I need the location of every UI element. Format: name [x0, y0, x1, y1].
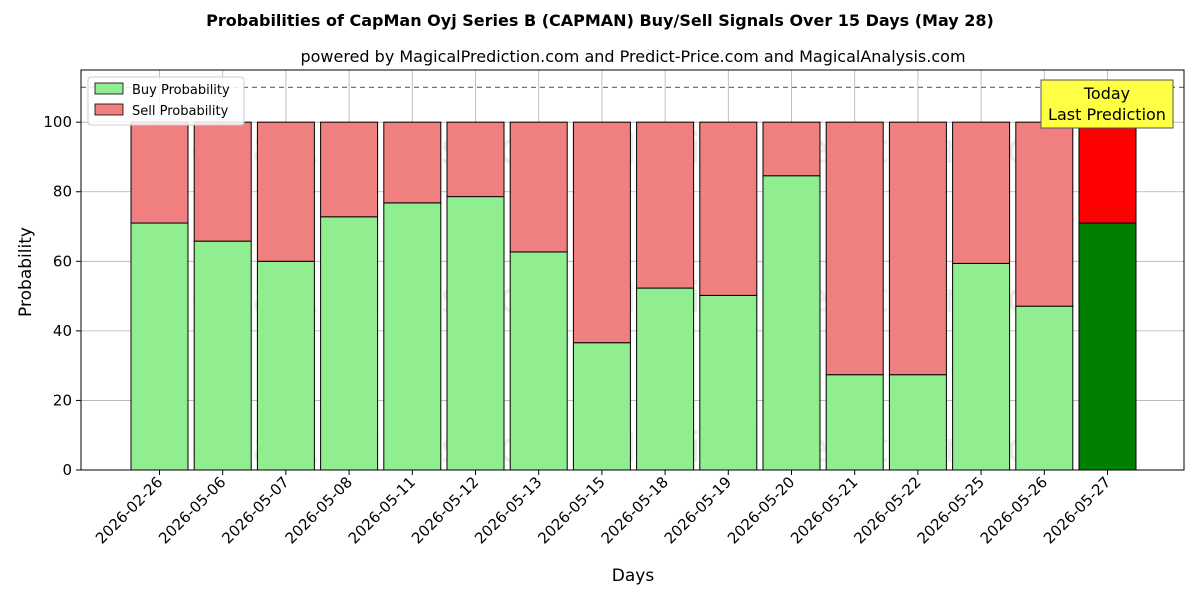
buy-bar — [1078, 222, 1137, 471]
buy-bar — [825, 374, 884, 471]
buy-bar — [1015, 305, 1074, 471]
sell-bar — [762, 121, 821, 177]
sell-bar — [825, 121, 884, 376]
today-box — [1040, 79, 1174, 129]
sell-bar — [1078, 121, 1137, 224]
x-tick-label: 2026-05-25 — [914, 473, 988, 547]
plot-frame — [80, 69, 1185, 471]
legend-buy-swatch — [94, 82, 124, 95]
sell-bar — [952, 121, 1011, 264]
last-prediction-label: Last Prediction — [1048, 105, 1166, 124]
sell-bar — [1015, 121, 1074, 307]
buy-bar — [509, 251, 568, 471]
today-label: Today — [1083, 84, 1130, 103]
buy-bar — [699, 294, 758, 471]
buy-bar — [130, 222, 189, 471]
y-tick-label: 20 — [53, 391, 72, 409]
buy-bar — [256, 260, 315, 471]
buy-bar — [446, 196, 505, 471]
legend-sell-label: Sell Probability — [132, 104, 229, 119]
sell-bar — [383, 121, 442, 204]
buy-bar — [383, 202, 442, 471]
buy-bar — [320, 216, 379, 471]
x-tick-label: 2026-02-26 — [92, 473, 166, 547]
sell-bar — [130, 121, 189, 224]
sell-bar — [320, 121, 379, 218]
chart-title: Probabilities of CapMan Oyj Series B (CA… — [206, 11, 994, 30]
sell-bar — [699, 121, 758, 296]
x-tick-label: 2026-05-22 — [850, 473, 924, 547]
x-tick-label: 2026-05-19 — [661, 473, 735, 547]
x-tick-label: 2026-05-08 — [282, 473, 356, 547]
sell-bar — [636, 121, 695, 289]
x-tick-label: 2026-05-13 — [471, 473, 545, 547]
buy-bar — [572, 342, 631, 471]
buy-bar — [952, 262, 1011, 471]
buy-bar — [888, 374, 947, 471]
x-tick-label: 2026-05-18 — [598, 473, 672, 547]
x-tick-label: 2026-05-15 — [534, 473, 608, 547]
sell-bar — [256, 121, 315, 262]
bars — [130, 121, 1137, 471]
y-tick-label: 100 — [43, 113, 72, 131]
x-tick-label: 2026-05-11 — [345, 473, 419, 547]
x-tick-label: 2026-05-12 — [408, 473, 482, 547]
y-tick-label: 40 — [53, 322, 72, 340]
legend-sell-swatch — [94, 103, 124, 116]
x-axis: 2026-02-262026-05-062026-05-072026-05-08… — [92, 470, 1114, 547]
buy-bar — [762, 175, 821, 471]
legend: Buy Probability Sell Probability — [87, 76, 245, 126]
today-annotation: Today Last Prediction — [1040, 79, 1174, 129]
y-tick-label: 60 — [53, 252, 72, 270]
sell-bar — [446, 121, 505, 198]
x-tick-label: 2026-05-20 — [724, 473, 798, 547]
chart-subtitle: powered by MagicalPrediction.com and Pre… — [300, 47, 965, 66]
sell-bar — [193, 121, 252, 242]
x-axis-label: Days — [612, 566, 655, 586]
y-tick-label: 80 — [53, 183, 72, 201]
x-tick-label: 2026-05-21 — [787, 473, 861, 547]
x-tick-label: 2026-05-26 — [977, 473, 1051, 547]
y-axis: 0 20 40 60 80 100 — [43, 113, 81, 479]
legend-frame — [87, 76, 245, 126]
sell-bar — [509, 121, 568, 253]
x-tick-label: 2026-05-06 — [155, 473, 229, 547]
y-axis-label: Probability — [16, 227, 36, 317]
legend-buy-label: Buy Probability — [132, 83, 230, 98]
sell-bar — [888, 121, 947, 376]
y-tick-label: 0 — [62, 461, 72, 479]
buy-bar — [636, 287, 695, 471]
x-tick-label: 2026-05-27 — [1040, 473, 1114, 547]
sell-bar — [572, 121, 631, 344]
buy-bar — [193, 240, 252, 471]
x-tick-label: 2026-05-07 — [218, 473, 292, 547]
